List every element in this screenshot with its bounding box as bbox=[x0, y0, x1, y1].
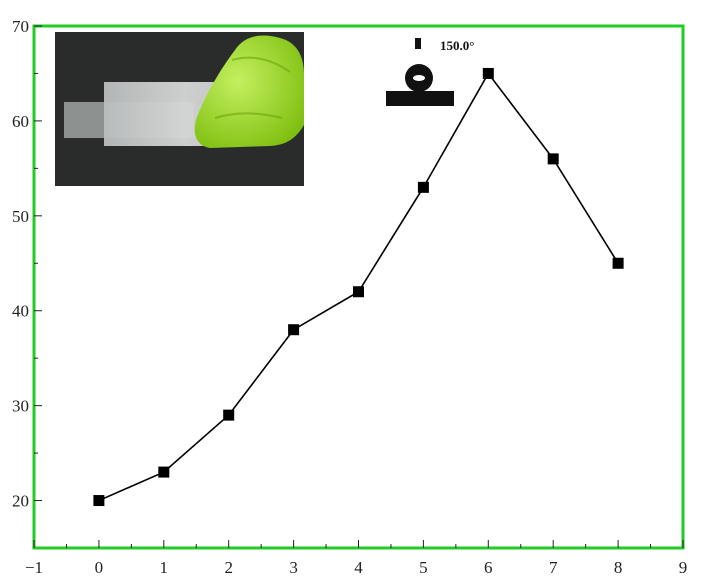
y-tick-label: 50 bbox=[12, 207, 29, 226]
y-tick-label: 40 bbox=[12, 302, 29, 321]
data-point bbox=[417, 181, 429, 193]
x-tick-label: 3 bbox=[289, 558, 298, 577]
x-tick-label: 2 bbox=[224, 558, 233, 577]
data-point bbox=[612, 257, 624, 269]
y-tick-label: 20 bbox=[12, 492, 29, 511]
x-tick-label: −1 bbox=[25, 558, 43, 577]
inset-droplet bbox=[386, 38, 454, 106]
tick-labels: −1 0 1 2 3 4 5 6 7 8 9 20 30 40 50 60 70 bbox=[12, 17, 687, 577]
data-point bbox=[353, 286, 364, 298]
y-tick-label: 60 bbox=[12, 112, 29, 131]
x-tick-label: 9 bbox=[679, 558, 688, 577]
x-tick-label: 5 bbox=[419, 558, 428, 577]
data-point bbox=[93, 495, 105, 507]
x-tick-label: 1 bbox=[160, 558, 169, 577]
inset-photo bbox=[55, 32, 304, 186]
y-tick-label: 70 bbox=[12, 17, 29, 36]
x-tick-label: 4 bbox=[354, 558, 363, 577]
data-point bbox=[547, 153, 559, 165]
series-layer bbox=[93, 67, 624, 507]
x-tick-label: 8 bbox=[614, 558, 623, 577]
axis-ticks bbox=[33, 25, 684, 548]
data-point bbox=[223, 409, 235, 421]
y-tick-label: 30 bbox=[12, 397, 29, 416]
contact-angle-label: 150.0° bbox=[440, 38, 474, 53]
data-point bbox=[158, 466, 170, 478]
x-tick-label: 6 bbox=[484, 558, 493, 577]
x-tick-label: 7 bbox=[549, 558, 558, 577]
x-tick-label: 0 bbox=[95, 558, 104, 577]
data-point bbox=[482, 67, 494, 79]
data-point bbox=[288, 324, 300, 336]
